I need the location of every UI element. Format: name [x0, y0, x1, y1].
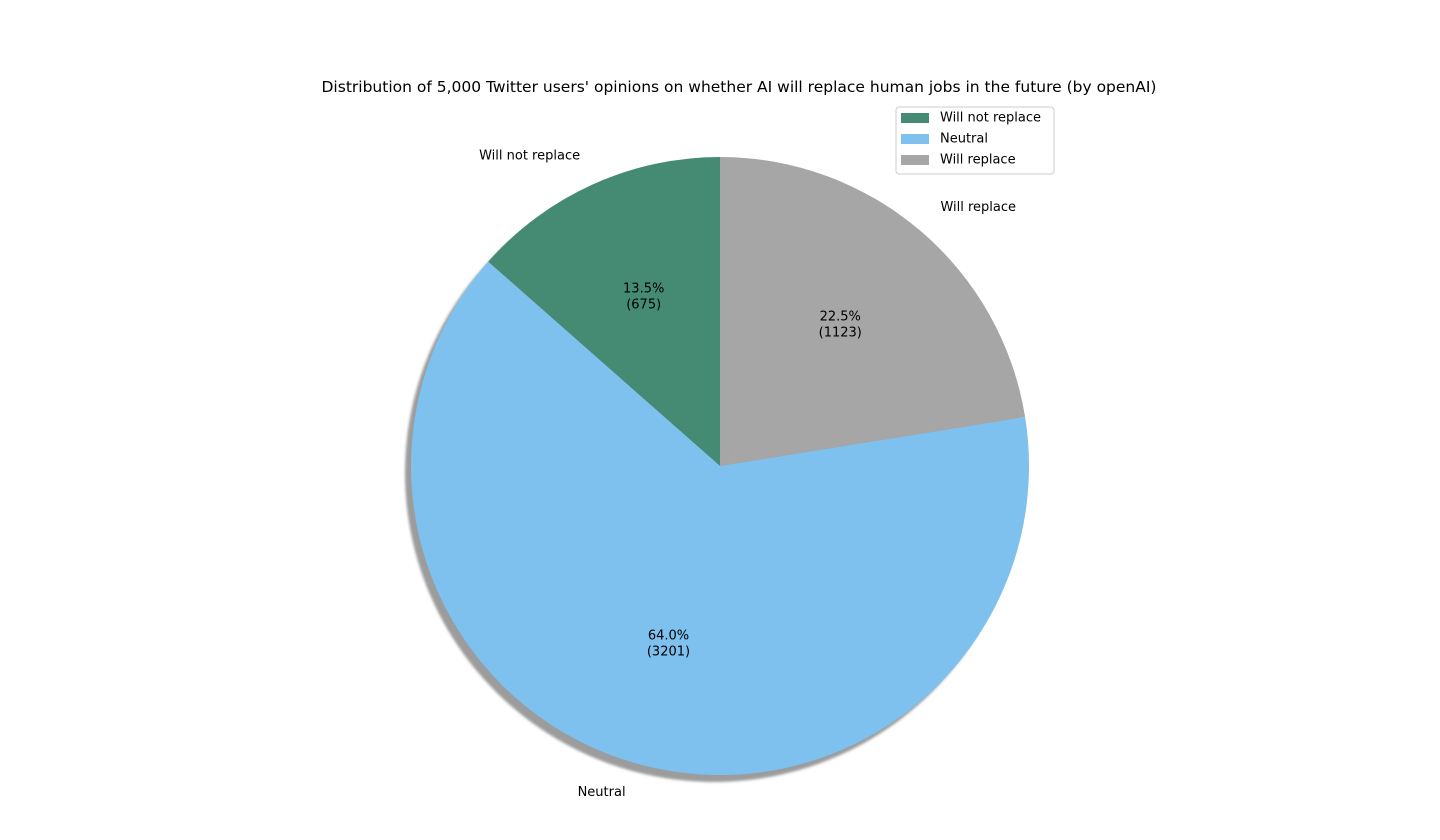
pie-labels: Will not replace 13.5%(675) Neutral 64.0%(3…	[479, 149, 1016, 800]
pie-slices	[410, 157, 1029, 776]
slice-percent-will-replace: 22.5%	[820, 309, 861, 324]
slice-count-will-replace: (1123)	[819, 325, 862, 340]
pie-slice-neutral	[410, 261, 1029, 776]
legend-swatch-will-replace	[901, 155, 929, 165]
legend-swatch-will-not-replace	[901, 113, 929, 123]
legend-label-neutral: Neutral	[940, 132, 988, 147]
slice-percent-neutral: 64.0%	[648, 629, 689, 644]
pie-slice-will-not-replace	[488, 157, 720, 466]
legend-swatch-neutral	[901, 134, 929, 144]
legend-label-will-not-replace: Will not replace	[940, 111, 1041, 126]
legend-label-will-replace: Will replace	[940, 153, 1016, 168]
slice-count-will-not-replace: (675)	[626, 298, 661, 313]
slice-label-neutral: Neutral	[578, 785, 626, 800]
legend-frame	[895, 106, 1055, 175]
chart-title: Distribution of 5,000 Twitter users' opi…	[322, 78, 1157, 96]
slice-percent-will-not-replace: 13.5%	[623, 282, 664, 297]
legend: Will not replace Neutral Will replace	[895, 106, 1055, 175]
slice-label-will-replace: Will replace	[940, 200, 1016, 215]
slice-count-neutral: (3201)	[647, 645, 690, 660]
slice-label-will-not-replace: Will not replace	[479, 149, 580, 164]
pie-slice-will-replace	[720, 157, 1026, 466]
